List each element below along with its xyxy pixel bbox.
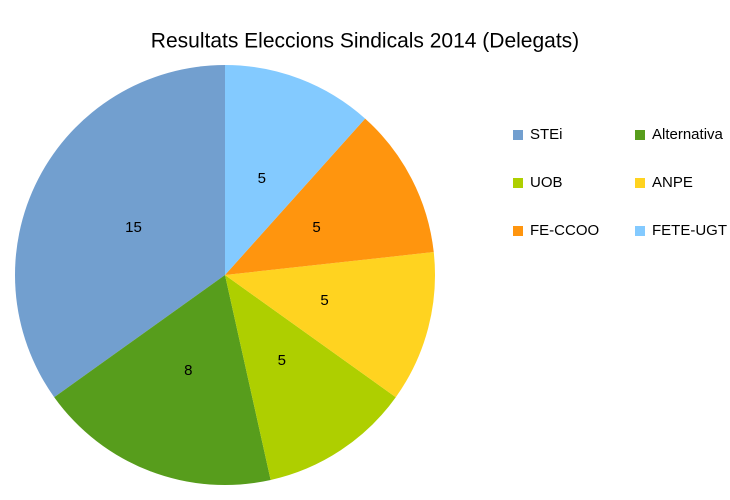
legend-label: UOB (530, 174, 563, 191)
pie-slice (225, 275, 396, 480)
legend-label: FE-CCOO (530, 222, 599, 239)
legend-label: Alternativa (652, 126, 724, 143)
pie-slice (225, 65, 366, 275)
legend-swatch (635, 226, 645, 236)
legend-swatch (635, 130, 645, 140)
pie-slice (14, 65, 226, 398)
data-label: 8 (184, 362, 192, 379)
pie-slice (225, 252, 435, 398)
legend-label: FETE-UGT (652, 222, 727, 239)
data-label: 5 (278, 352, 286, 369)
pie-slice (225, 118, 434, 275)
legend-label: ANPE (652, 174, 693, 191)
data-label: 5 (320, 292, 328, 309)
pie-slice (54, 275, 271, 485)
legend-swatch (513, 226, 523, 236)
data-label: 5 (312, 219, 320, 236)
legend-swatch (513, 178, 523, 188)
legend-swatch (635, 178, 645, 188)
data-label: 5 (258, 170, 266, 187)
chart-title: Resultats Eleccions Sindicals 2014 (Dele… (151, 30, 579, 53)
legend-swatch (513, 130, 523, 140)
data-label: 15 (125, 219, 142, 236)
legend-label: STEi (530, 126, 563, 143)
